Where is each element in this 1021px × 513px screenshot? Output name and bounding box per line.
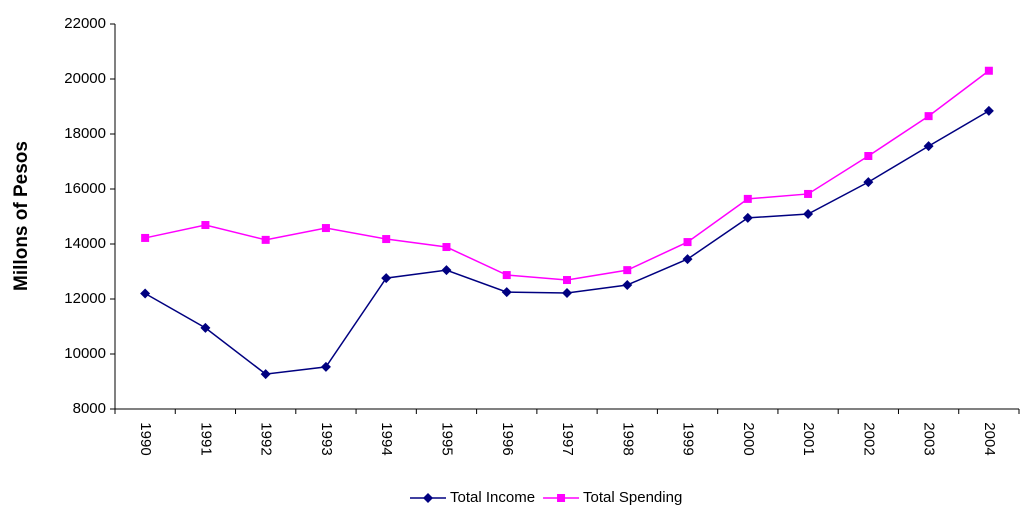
data-point	[622, 279, 633, 290]
data-point	[984, 66, 993, 75]
data-point	[260, 369, 271, 380]
x-tick-label: 2003	[921, 422, 938, 455]
legend-label: Total Spending	[583, 489, 682, 506]
x-tick-label: 1991	[197, 422, 214, 455]
data-point	[141, 233, 150, 242]
legend-marker	[557, 494, 566, 502]
x-tick-label: 1995	[438, 422, 455, 455]
x-tick-label: 1997	[559, 422, 576, 455]
x-tick-label: 2000	[740, 422, 757, 455]
x-tick-label: 1998	[619, 422, 636, 455]
x-tick-label: 1990	[137, 422, 154, 455]
y-tick-label: 18000	[64, 125, 106, 142]
data-point	[501, 287, 512, 298]
data-point	[381, 273, 392, 284]
data-point	[743, 194, 752, 203]
data-point	[200, 322, 211, 333]
data-point	[261, 235, 270, 244]
y-tick-label: 20000	[64, 70, 106, 87]
data-point	[983, 105, 994, 116]
data-point	[863, 177, 874, 188]
y-tick-label: 10000	[64, 345, 106, 362]
data-point	[442, 243, 451, 252]
data-point	[563, 276, 571, 285]
x-tick-label: 1996	[499, 422, 516, 455]
legend: Total Income Total Spending	[410, 489, 682, 506]
legend-label: Total Income	[450, 489, 535, 506]
data-point	[502, 271, 511, 280]
data-point	[923, 141, 934, 152]
y-tick-label: 8000	[73, 400, 106, 417]
data-point	[742, 212, 753, 223]
data-point	[803, 209, 814, 220]
data-point	[864, 152, 873, 160]
series-line	[144, 70, 990, 281]
data-point	[320, 361, 331, 372]
data-point	[804, 189, 813, 198]
legend-marker	[423, 493, 433, 503]
data-point	[683, 238, 692, 247]
x-tick-label: 2001	[800, 422, 817, 455]
y-tick-label: 14000	[64, 235, 106, 252]
data-point	[623, 266, 632, 275]
x-tick-label: 1993	[318, 422, 335, 455]
x-tick-label: 1992	[258, 422, 275, 455]
data-point	[321, 224, 330, 233]
data-point	[441, 265, 452, 276]
y-tick-label: 22000	[64, 15, 106, 32]
y-axis-label: Millons of Pesos	[11, 141, 32, 291]
y-tick-label: 12000	[64, 290, 106, 307]
x-tick-label: 2002	[860, 422, 877, 455]
data-point	[140, 288, 151, 299]
y-tick-label: 16000	[64, 180, 106, 197]
data-point	[562, 287, 572, 298]
data-point	[924, 112, 933, 121]
data-point	[201, 221, 210, 230]
x-tick-label: 1994	[378, 422, 395, 455]
data-point	[382, 235, 391, 244]
series-line	[144, 110, 990, 375]
x-tick-label: 2004	[981, 422, 998, 455]
x-tick-label: 1999	[680, 422, 697, 455]
data-point	[682, 254, 693, 265]
